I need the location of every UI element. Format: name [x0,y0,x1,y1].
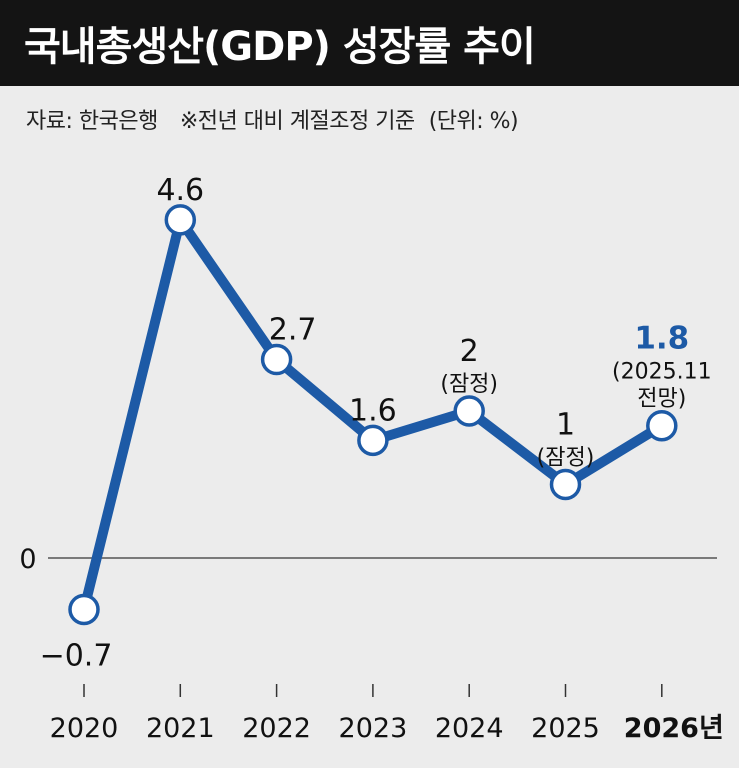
x-label-2022: 2022 [242,713,311,744]
value-label: 1.6 [349,393,397,428]
x-label-2020: 2020 [50,713,119,744]
data-point-2022 [263,346,291,374]
value-labels: −0.7 4.6 2.7 1.6 (잠정) 2 (잠정) 1 전망)(2025.11 1.8 [40,173,712,674]
data-point-2025 [552,471,580,499]
x-label-2024: 2024 [435,713,504,744]
zero-tick-label: 0 [19,544,36,575]
data-point-2020 [70,595,98,623]
data-point-2023 [359,426,387,454]
value-note: (잠정) [440,372,498,397]
x-label-2021: 2021 [146,713,215,744]
value-label-group-2024: (잠정) 2 [440,334,498,397]
value-note: (잠정) [537,446,595,471]
data-point-2021 [166,206,194,234]
value-label-group-2020: −0.7 [40,638,113,673]
x-label-2023: 2023 [339,713,408,744]
value-label-group-2026년: 전망)(2025.11 1.8 [612,321,712,412]
value-label-group-2025: (잠정) 1 [537,408,595,471]
value-label-group-2023: 1.6 [349,393,397,428]
value-label: 1.8 [634,321,689,357]
value-note: (2025.11 [612,360,712,385]
value-label-group-2021: 4.6 [156,173,204,208]
x-axis-labels: 2020 2021 2022 2023 2024 2025 2026년 [50,713,724,744]
value-note: 전망) [637,387,686,412]
value-label: 2 [460,334,479,369]
value-label: 4.6 [156,173,204,208]
value-label: 1 [556,408,575,443]
data-point-2026년 [648,412,676,440]
line-chart: 0 −0.74.62.71.6(잠정)2(잠정)1전망)(2025.111.8 … [0,0,739,768]
x-label-2025: 2025 [531,713,600,744]
value-label: −0.7 [40,638,113,673]
x-ticks [84,684,662,697]
data-point-2024 [455,397,483,425]
x-label-2026년: 2026년 [624,713,724,744]
value-label: 2.7 [269,313,317,348]
value-label-group-2022: 2.7 [269,313,317,348]
